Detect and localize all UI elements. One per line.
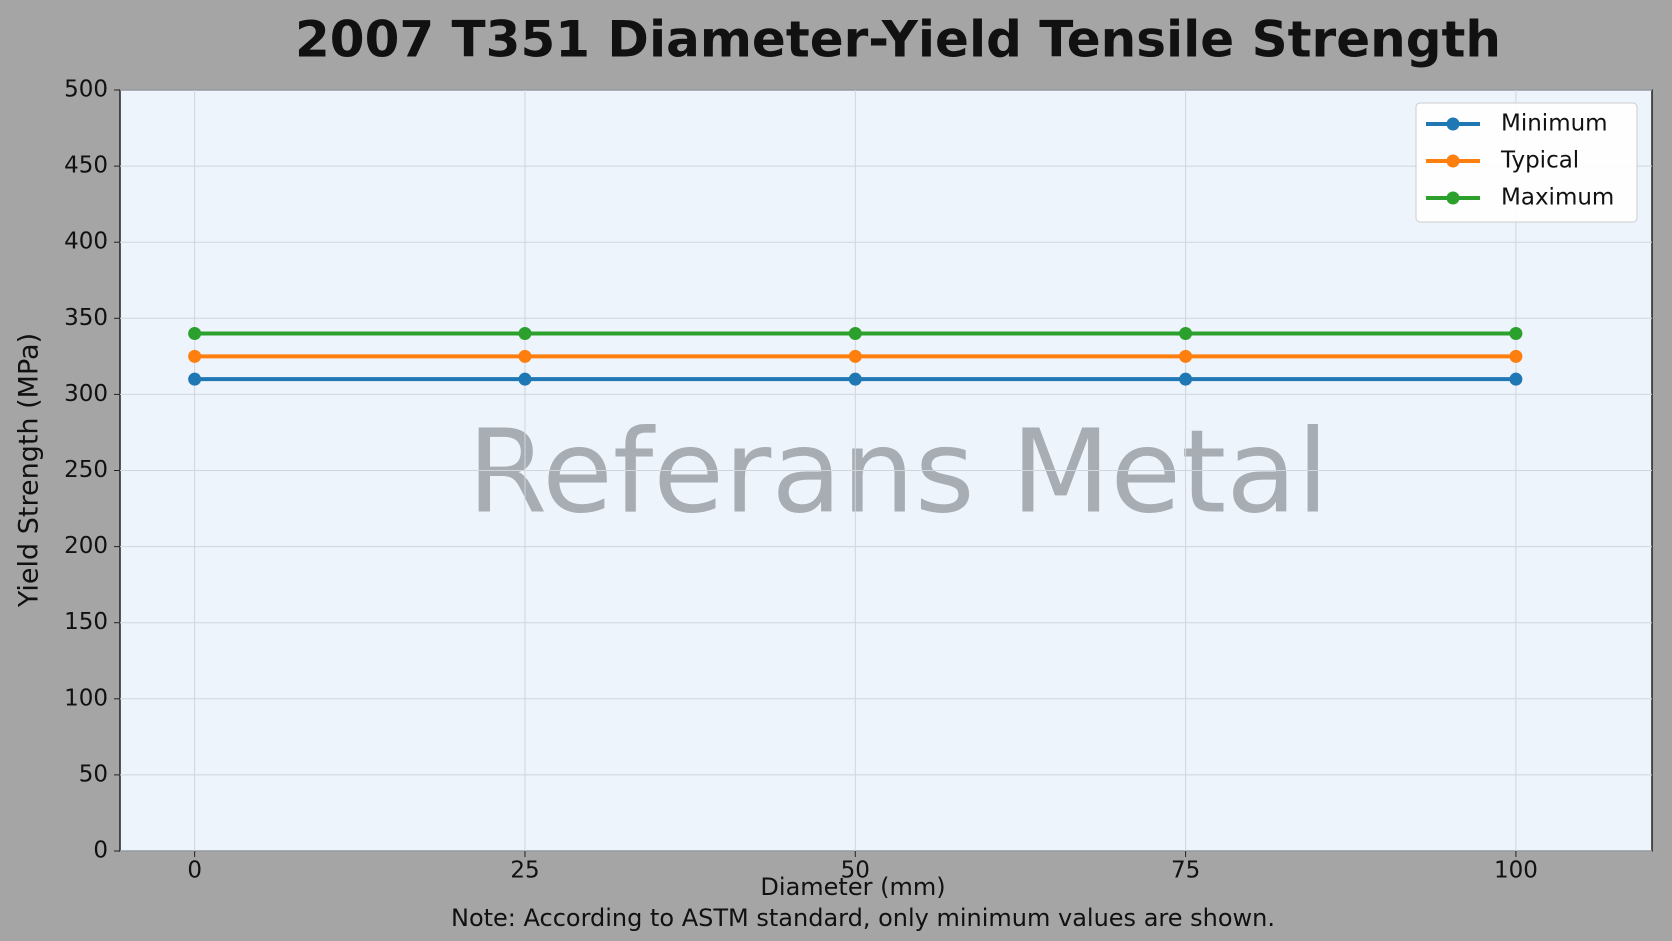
point	[848, 349, 862, 363]
x-tick-label: 100	[1494, 858, 1538, 884]
x-tick-label: 25	[510, 858, 539, 884]
point	[518, 327, 532, 341]
y-tick-label: 50	[79, 761, 108, 787]
point	[188, 349, 202, 363]
x-tick-label: 0	[187, 858, 202, 884]
x-tick-label: 75	[1171, 858, 1200, 884]
point	[188, 372, 202, 386]
legend	[1415, 102, 1638, 223]
y-tick-label: 300	[64, 381, 108, 407]
x-axis-label: Diameter (mm)	[760, 873, 945, 901]
y-tick-label: 350	[64, 305, 108, 331]
point	[518, 349, 532, 363]
point	[188, 327, 202, 341]
y-tick-label: 450	[64, 153, 108, 179]
point	[848, 327, 862, 341]
y-tick-label: 250	[64, 457, 108, 483]
point	[1179, 372, 1193, 386]
watermark: Referans Metal	[467, 406, 1328, 540]
chart-title: 2007 T351 Diameter-Yield Tensile Strengt…	[295, 11, 1501, 69]
y-tick-label: 400	[64, 229, 108, 255]
point	[518, 372, 532, 386]
legend-marker	[1446, 154, 1460, 168]
y-tick-label: 200	[64, 533, 108, 559]
legend-label: Maximum	[1501, 185, 1614, 211]
note: Note: According to ASTM standard, only m…	[451, 904, 1275, 932]
y-tick-label: 150	[64, 609, 108, 635]
point	[848, 372, 862, 386]
point	[1509, 372, 1523, 386]
point	[1179, 327, 1193, 341]
legend-marker	[1446, 117, 1460, 131]
point	[1509, 327, 1523, 341]
y-tick-label: 100	[64, 685, 108, 711]
point	[1179, 349, 1193, 363]
x-tick-label: 50	[841, 858, 870, 884]
y-tick-label: 500	[64, 77, 108, 103]
point	[1509, 349, 1523, 363]
legend-label: Minimum	[1501, 111, 1608, 137]
legend-marker	[1446, 191, 1460, 205]
y-axis-label: Yield Strength (MPa)	[14, 333, 45, 608]
legend-label: Typical	[1500, 148, 1579, 174]
y-tick-label: 0	[93, 838, 108, 864]
